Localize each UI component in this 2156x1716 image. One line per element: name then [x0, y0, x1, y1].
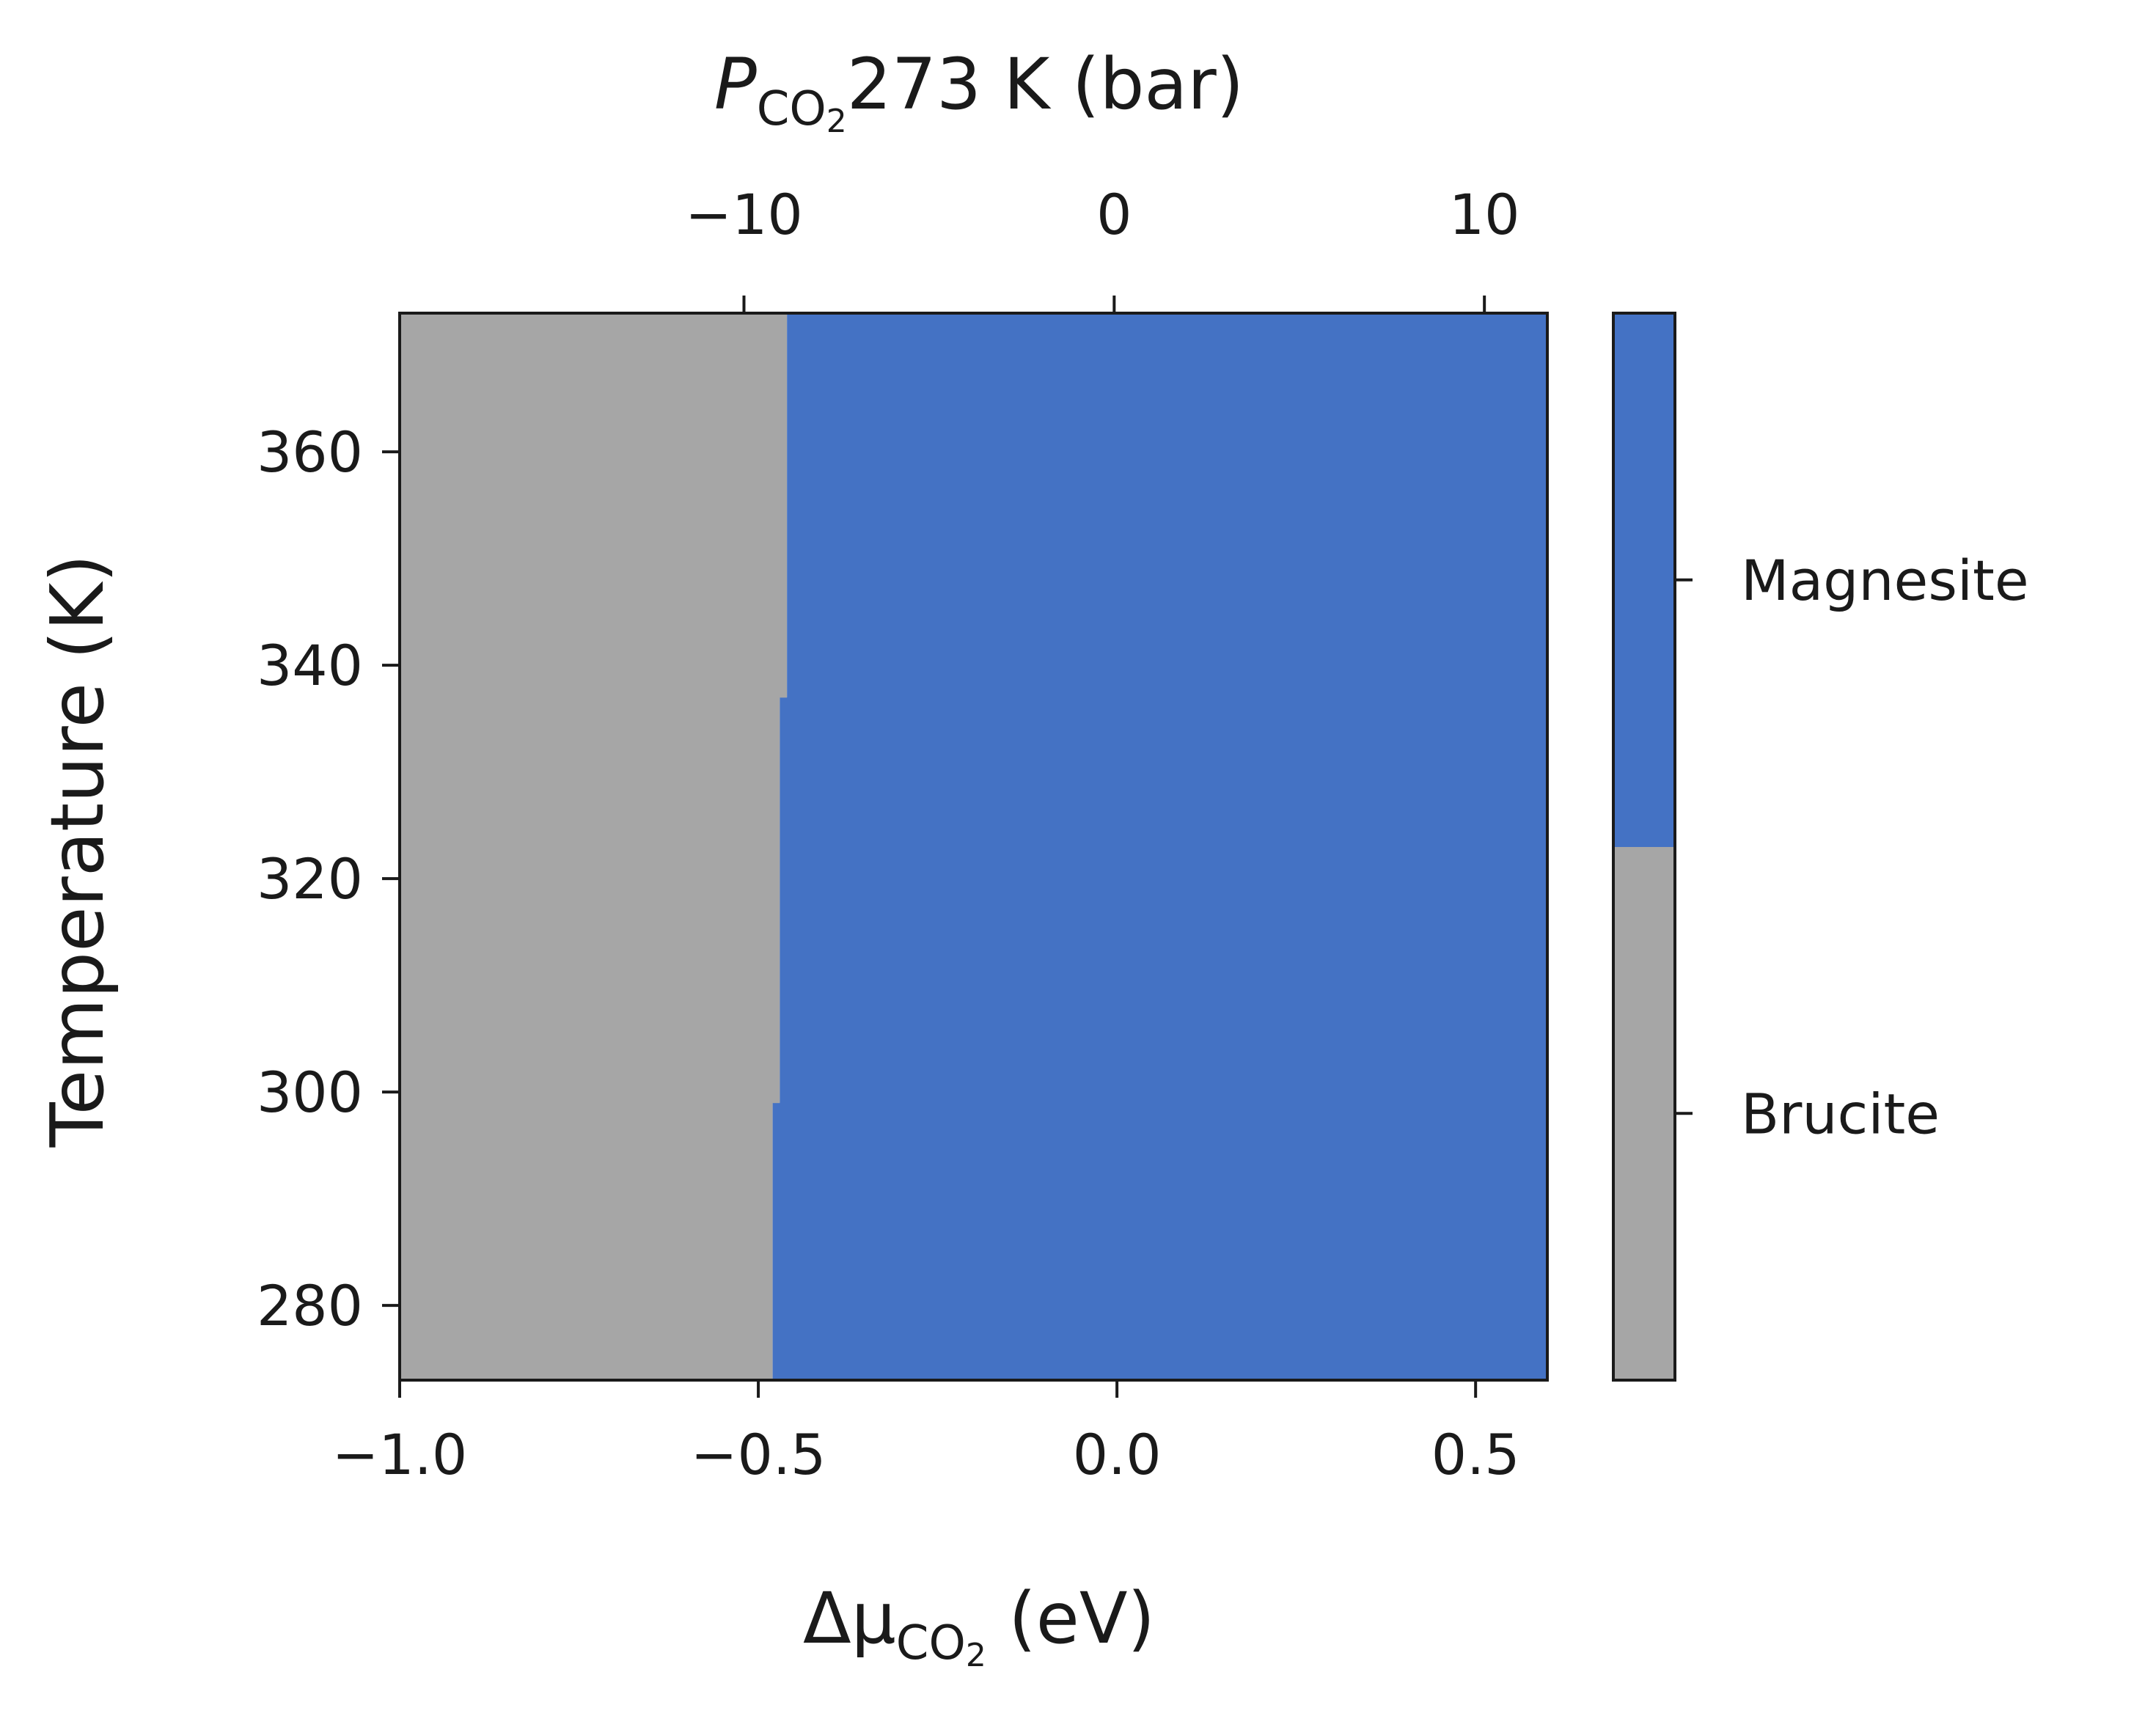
x-axis-label: ΔμCO2 (eV)	[803, 1577, 1155, 1674]
y-tick-label: 340	[257, 633, 363, 698]
y-tick-label: 360	[257, 419, 363, 485]
x-axis-ticks: −1.0 −0.5 0.0 0.5	[332, 1380, 1520, 1487]
y-axis-label: Temperature (K)	[34, 554, 120, 1148]
colorbar: Brucite Magnesite	[1612, 312, 2029, 1382]
top-axis-label: PCO2273 K (bar)	[714, 43, 1244, 140]
x-tick-label: 0.5	[1431, 1422, 1520, 1487]
y-tick-label: 300	[257, 1060, 363, 1125]
x-tick-label: 0.0	[1073, 1422, 1162, 1487]
x-label-subscript-2: 2	[966, 1637, 986, 1674]
top-label-subscript-2: 2	[826, 103, 847, 140]
plot-area	[400, 313, 1547, 1381]
magnesite-region-0	[772, 1102, 1547, 1381]
magnesite-region-1	[780, 697, 1547, 1104]
brucite-region-1	[400, 697, 780, 1104]
colorbar-label-magnesite: Magnesite	[1741, 548, 2029, 613]
colorbar-border	[1612, 312, 1676, 1382]
plot-border	[398, 312, 1549, 1382]
top-tick-label: 10	[1449, 182, 1520, 247]
colorbar-segment-brucite	[1613, 846, 1675, 1381]
magnesite-region-2	[787, 313, 1547, 698]
top-axis-ticks: −10 0 10	[685, 182, 1520, 313]
x-tick-label: −0.5	[691, 1422, 826, 1487]
top-label-subscript: CO	[757, 82, 826, 136]
x-label-main: Δμ	[803, 1577, 896, 1660]
colorbar-label-brucite: Brucite	[1741, 1081, 1940, 1146]
x-label-subscript: CO	[896, 1616, 966, 1671]
y-tick-label: 280	[257, 1273, 363, 1338]
colorbar-segment-magnesite	[1613, 313, 1675, 847]
y-axis-ticks: 280 300 320 340 360	[257, 419, 400, 1338]
top-label-main: P	[714, 43, 757, 125]
top-tick-label: −10	[685, 182, 802, 247]
y-tick-label: 320	[257, 846, 363, 912]
x-tick-label: −1.0	[332, 1422, 468, 1487]
top-tick-label: 0	[1096, 182, 1132, 247]
x-label-unit: (eV)	[986, 1577, 1155, 1660]
top-label-rest: 273 K (bar)	[847, 43, 1244, 125]
plot-frame	[398, 312, 1549, 1382]
brucite-region-0	[400, 1102, 773, 1381]
brucite-region-2	[400, 313, 788, 698]
